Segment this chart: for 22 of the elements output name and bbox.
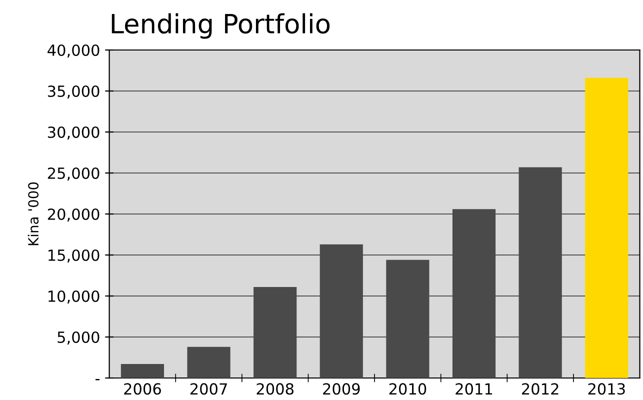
y-tick-label: - xyxy=(96,379,100,380)
y-axis-title: Kina '000 xyxy=(28,182,39,246)
y-tick-label: 20,000 xyxy=(48,208,100,222)
y-tick-label: 5,000 xyxy=(58,331,100,345)
x-tick-label: 2006 xyxy=(124,383,161,395)
x-tick-label: 2010 xyxy=(389,383,426,395)
x-tick-label: 2012 xyxy=(522,383,558,395)
bar xyxy=(187,346,230,378)
y-tick-label: 40,000 xyxy=(48,44,100,58)
x-tick-label: 2013 xyxy=(588,383,625,395)
y-tick-label: 10,000 xyxy=(48,290,100,304)
y-tick-label: 35,000 xyxy=(48,85,100,99)
x-tick-label: 2009 xyxy=(323,383,360,395)
bar xyxy=(120,364,164,378)
y-tick-label: 15,000 xyxy=(48,249,100,263)
x-tick-label: 2008 xyxy=(256,383,294,395)
y-tick-label: 25,000 xyxy=(48,167,100,181)
x-tick-label: 2011 xyxy=(456,383,492,395)
chart-title: Lending Portfolio xyxy=(112,13,330,39)
bar xyxy=(585,78,628,378)
x-tick-label: 2007 xyxy=(190,383,227,395)
y-tick-label: 30,000 xyxy=(48,126,100,140)
